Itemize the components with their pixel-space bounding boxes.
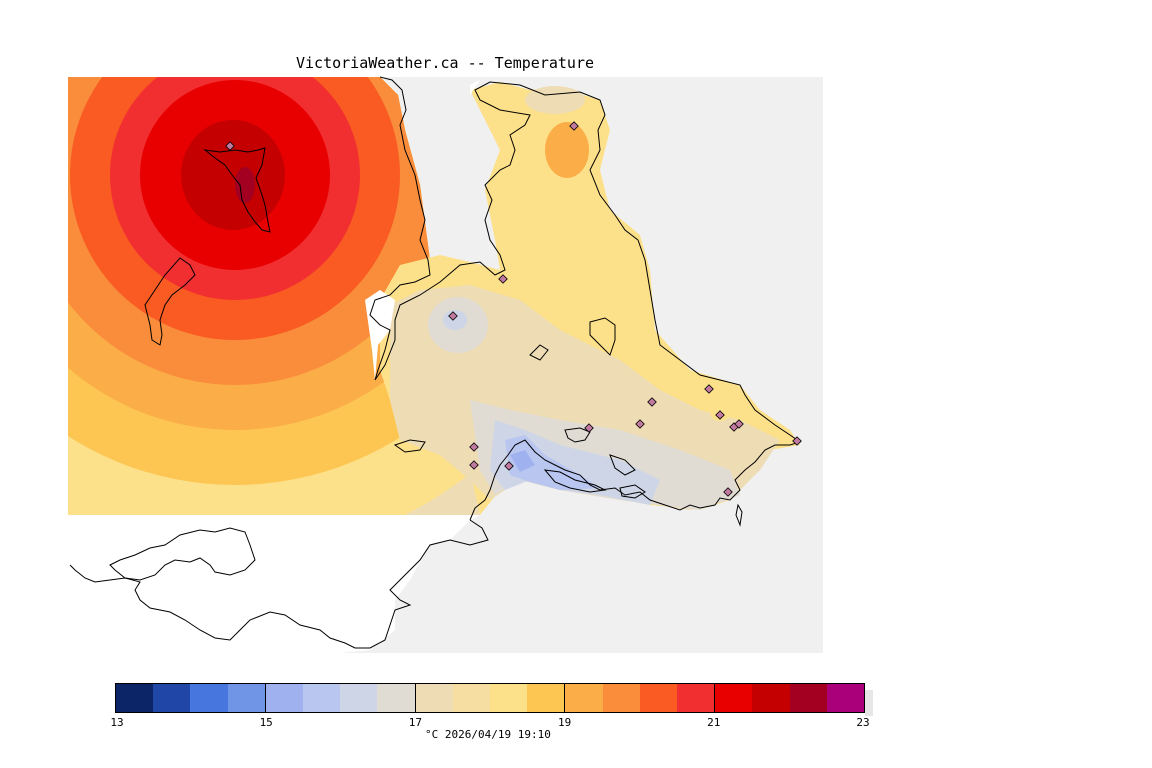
station-marker: [469, 442, 479, 452]
legend-swatch: [190, 684, 228, 712]
station-markers: [225, 121, 802, 497]
color-legend: [115, 683, 865, 713]
legend-swatch: [752, 684, 790, 712]
coastlines: [69, 76, 802, 649]
map-title: VictoriaWeather.ca -- Temperature: [295, 54, 594, 72]
legend-swatch: [789, 684, 827, 712]
legend-tick-label: 21: [707, 716, 721, 729]
station-marker: [715, 410, 725, 420]
temperature-field-east: [380, 82, 800, 515]
legend-swatch: [527, 684, 565, 712]
legend-swatch: [826, 684, 865, 712]
station-marker: [584, 423, 594, 433]
legend-swatch: [677, 684, 715, 712]
legend-swatch: [639, 684, 678, 712]
legend-tick-label: 13: [110, 716, 124, 729]
legend-swatch: [414, 684, 453, 712]
legend-tick-label: 15: [259, 716, 273, 729]
station-marker: [498, 274, 508, 284]
legend-swatch: [227, 684, 265, 712]
station-marker: [792, 436, 802, 446]
legend-swatch: [264, 684, 304, 712]
legend-swatch: [116, 684, 154, 712]
station-marker: [635, 419, 645, 429]
legend-shadow: [865, 690, 873, 716]
station-marker: [734, 419, 744, 429]
water-bodies: [68, 80, 480, 653]
legend-swatch: [303, 684, 341, 712]
unit-and-timestamp: °C 2026/04/19 19:10: [425, 728, 551, 741]
legend-swatch: [490, 684, 528, 712]
station-marker: [647, 397, 657, 407]
station-marker: [225, 141, 235, 151]
legend-bar: [115, 683, 865, 713]
station-marker: [723, 487, 733, 497]
legend-tick-label: 23: [856, 716, 870, 729]
legend-swatch: [377, 684, 415, 712]
temperature-field-west: [68, 77, 480, 515]
legend-swatch: [602, 684, 640, 712]
station-marker: [569, 121, 579, 131]
station-marker: [704, 384, 714, 394]
legend-swatch: [714, 684, 753, 712]
station-marker: [469, 460, 479, 470]
legend-tick-label: 19: [557, 716, 572, 729]
legend-swatch: [340, 684, 378, 712]
legend-tick-label: 17: [408, 716, 423, 729]
station-marker: [448, 311, 458, 321]
temperature-map: [68, 76, 823, 653]
legend-swatch: [153, 684, 191, 712]
legend-swatch: [564, 684, 603, 712]
station-marker: [504, 461, 514, 471]
legend-swatch: [452, 684, 491, 712]
